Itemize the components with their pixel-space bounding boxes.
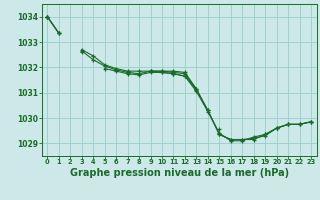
X-axis label: Graphe pression niveau de la mer (hPa): Graphe pression niveau de la mer (hPa) bbox=[70, 168, 289, 178]
